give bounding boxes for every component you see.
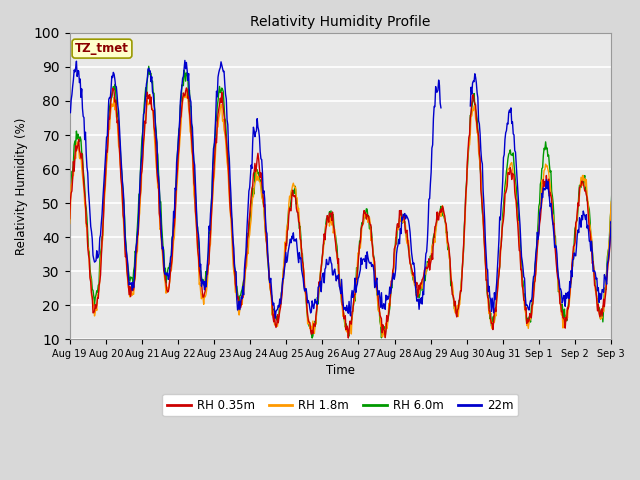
- X-axis label: Time: Time: [326, 364, 355, 377]
- Legend: RH 0.35m, RH 1.8m, RH 6.0m, 22m: RH 0.35m, RH 1.8m, RH 6.0m, 22m: [163, 394, 518, 417]
- Y-axis label: Relativity Humidity (%): Relativity Humidity (%): [15, 117, 28, 255]
- Title: Relativity Humidity Profile: Relativity Humidity Profile: [250, 15, 431, 29]
- Text: TZ_tmet: TZ_tmet: [75, 42, 129, 55]
